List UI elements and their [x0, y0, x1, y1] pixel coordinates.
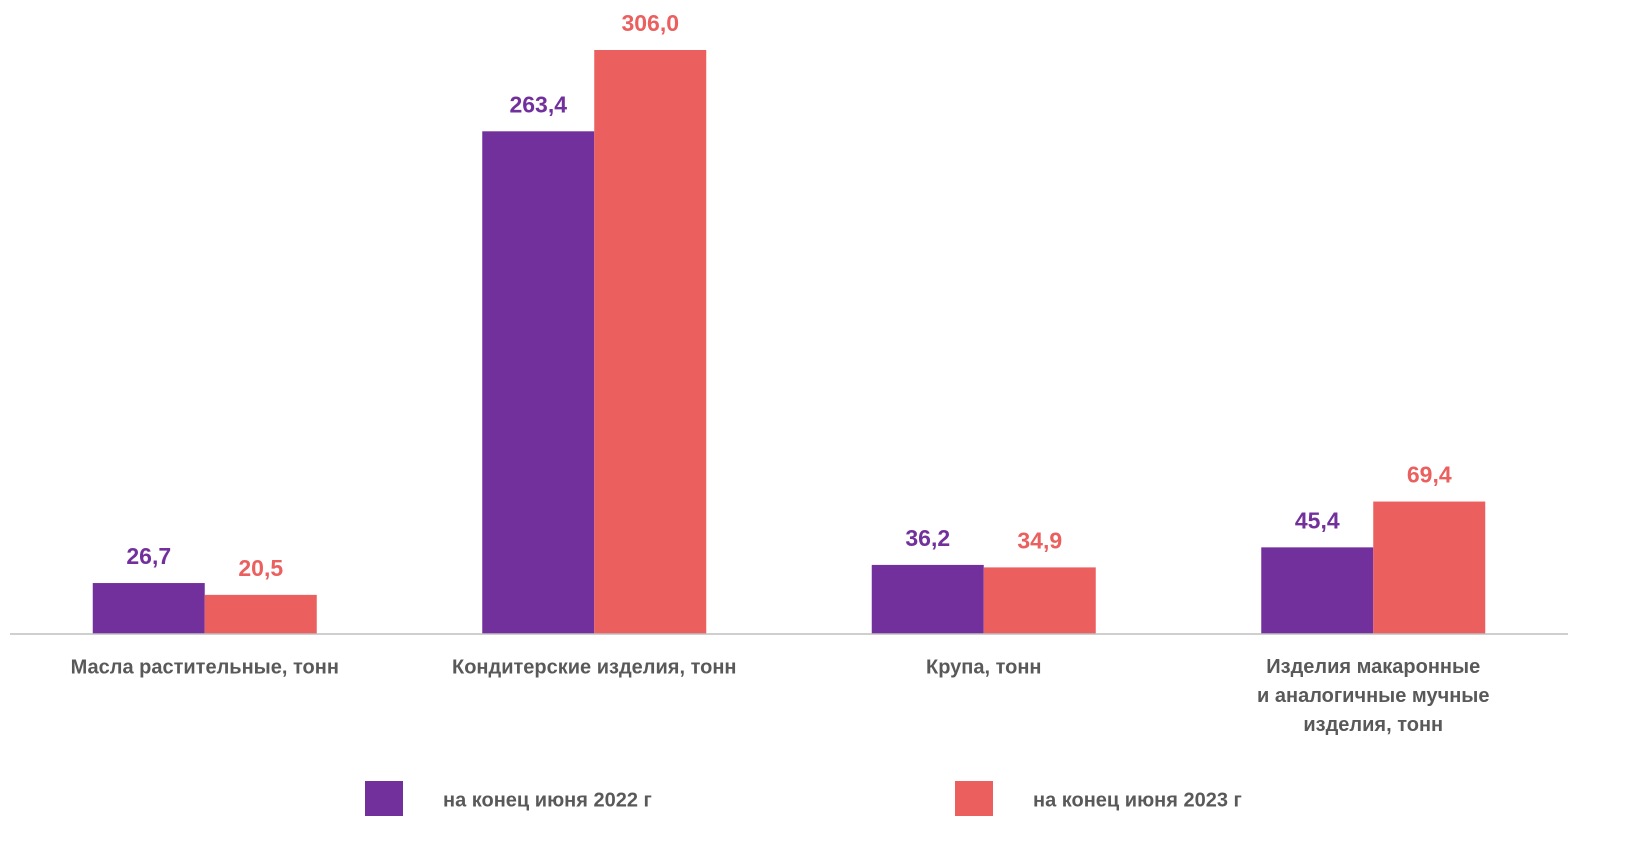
legend-swatch: [365, 781, 403, 816]
bar: [92, 583, 205, 634]
value-label: 36,2: [905, 525, 950, 551]
value-label: 20,5: [238, 555, 283, 581]
bar: [983, 567, 1096, 634]
bar: [871, 564, 984, 634]
x-tick-label: Изделия макаронные и аналогичные мучные из…: [1257, 656, 1489, 736]
legend-label: на конец июня 2022 г: [443, 789, 652, 811]
bar: [1373, 501, 1486, 634]
bar: [482, 131, 595, 635]
value-label: 306,0: [621, 10, 679, 36]
legend-label: на конец июня 2023 г: [1033, 789, 1242, 811]
value-label: 34,9: [1017, 527, 1062, 553]
value-label: 69,4: [1407, 462, 1452, 488]
x-tick-label: Крупа, тонн: [926, 656, 1042, 678]
x-tick-label: Кондитерские изделия, тонн: [452, 656, 736, 678]
value-label: 45,4: [1295, 507, 1340, 533]
x-tick-label: Масла растительные, тонн: [71, 656, 339, 678]
bar: [1261, 547, 1374, 634]
legend-swatch: [955, 781, 993, 816]
bar: [204, 594, 317, 634]
bar: [594, 50, 707, 634]
value-label: 26,7: [126, 543, 171, 569]
value-label: 263,4: [509, 91, 567, 117]
